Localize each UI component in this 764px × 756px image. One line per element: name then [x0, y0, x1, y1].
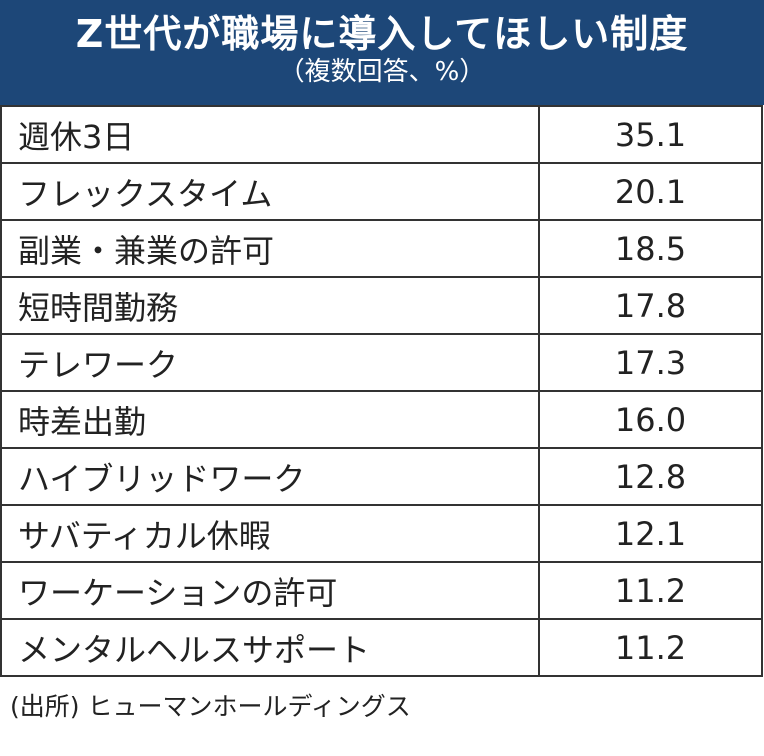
row-label: 副業・兼業の許可 — [0, 219, 540, 278]
row-label: 短時間勤務 — [0, 276, 540, 335]
table-row: ハイブリッドワーク 12.8 — [0, 447, 763, 506]
data-table: 週休3日 35.1 フレックスタイム 20.1 副業・兼業の許可 18.5 短時間勤務 17.… — [0, 105, 763, 677]
row-value: 16.0 — [538, 390, 763, 449]
chart-title: Z世代が職場に導入してほしい制度 — [75, 12, 689, 56]
row-value: 11.2 — [538, 618, 763, 677]
table-row: 週休3日 35.1 — [0, 105, 763, 164]
row-label: 週休3日 — [0, 105, 540, 164]
row-label: 時差出勤 — [0, 390, 540, 449]
table-row: 時差出勤 16.0 — [0, 390, 763, 449]
table-row: フレックスタイム 20.1 — [0, 162, 763, 221]
row-value: 20.1 — [538, 162, 763, 221]
row-label: ハイブリッドワーク — [0, 447, 540, 506]
row-value: 17.8 — [538, 276, 763, 335]
row-label: メンタルヘルスサポート — [0, 618, 540, 677]
row-value: 35.1 — [538, 105, 763, 164]
source-note: (出所) ヒューマンホールディングス — [10, 692, 411, 721]
row-value: 18.5 — [538, 219, 763, 278]
row-value: 17.3 — [538, 333, 763, 392]
table-row: テレワーク 17.3 — [0, 333, 763, 392]
row-value: 11.2 — [538, 561, 763, 620]
chart-header: Z世代が職場に導入してほしい制度 （複数回答、%） — [0, 0, 764, 105]
row-label: フレックスタイム — [0, 162, 540, 221]
row-label: テレワーク — [0, 333, 540, 392]
row-value: 12.8 — [538, 447, 763, 506]
chart-subtitle: （複数回答、%） — [278, 57, 486, 87]
row-label: ワーケーションの許可 — [0, 561, 540, 620]
table-row: サバティカル休暇 12.1 — [0, 504, 763, 563]
table-row: 副業・兼業の許可 18.5 — [0, 219, 763, 278]
row-value: 12.1 — [538, 504, 763, 563]
table-row: メンタルヘルスサポート 11.2 — [0, 618, 763, 677]
table-row: 短時間勤務 17.8 — [0, 276, 763, 335]
table-row: ワーケーションの許可 11.2 — [0, 561, 763, 620]
row-label: サバティカル休暇 — [0, 504, 540, 563]
